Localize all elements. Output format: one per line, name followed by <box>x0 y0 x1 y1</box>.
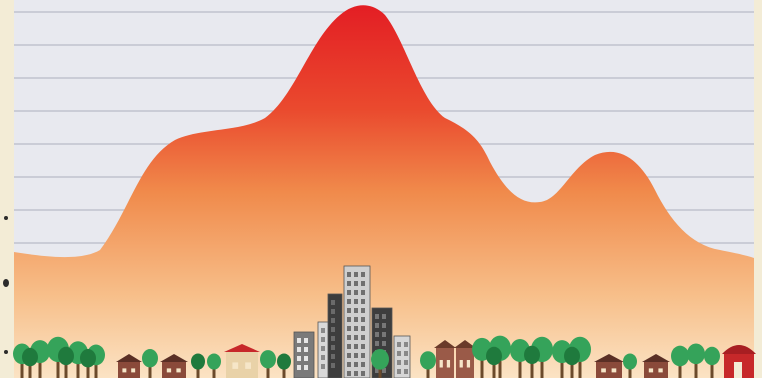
tree-icon <box>371 348 389 378</box>
house-icon <box>116 354 142 378</box>
tree-icon <box>58 346 74 378</box>
tree-icon <box>80 349 96 378</box>
house-icon <box>224 344 260 378</box>
margin-mark <box>4 216 8 220</box>
house-icon <box>434 340 456 378</box>
tree-icon <box>191 353 205 378</box>
tree-icon <box>623 353 637 378</box>
margin-mark <box>4 350 8 354</box>
house-icon <box>642 354 670 378</box>
building-icon <box>393 335 411 378</box>
building-icon <box>293 331 315 378</box>
tree-icon <box>564 346 580 378</box>
margin-mark <box>3 279 9 287</box>
house-icon <box>160 354 188 378</box>
house-icon <box>594 354 624 378</box>
tree-icon <box>260 350 276 378</box>
pollution-plume <box>14 5 754 378</box>
tree-icon <box>704 346 720 378</box>
tree-icon <box>22 347 38 378</box>
tree-icon <box>687 343 705 378</box>
tree-icon <box>486 346 502 378</box>
house-icon <box>454 340 476 378</box>
tree-icon <box>142 349 158 378</box>
red-roof-house-icon <box>722 345 756 378</box>
tree-icon <box>420 351 436 378</box>
tree-icon <box>524 345 540 378</box>
ground-scene <box>13 265 756 378</box>
building-icon <box>327 293 343 378</box>
tree-icon <box>277 353 291 378</box>
tree-icon <box>207 353 221 378</box>
building-icon <box>343 265 371 378</box>
tree-icon <box>671 345 689 378</box>
